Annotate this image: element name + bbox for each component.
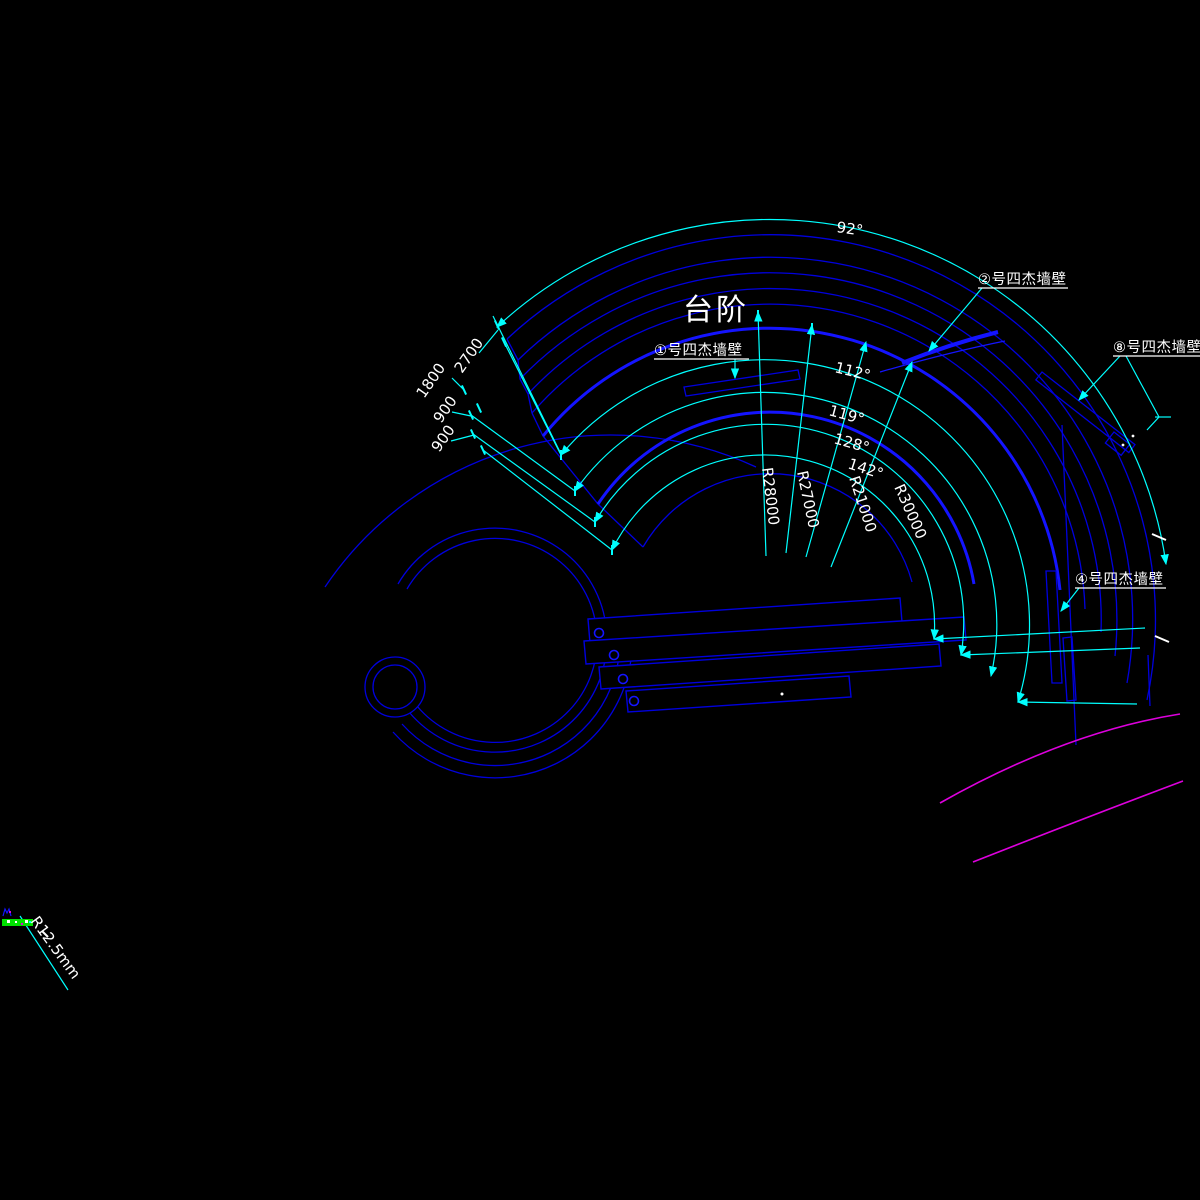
steps-label: 台阶 <box>683 293 749 328</box>
wall-label-4: ④号四杰墙壁 <box>1075 571 1164 588</box>
plaza-small-circle-inner <box>372 664 418 710</box>
dot-1 <box>1121 443 1125 447</box>
road-edge-arcs <box>939 713 1184 863</box>
leader-wall-8 <box>1078 355 1121 401</box>
radius-dim-r27000: R27000 <box>793 469 823 530</box>
radius-dim-r21000: R21000 <box>845 474 880 535</box>
dim-arc-92 <box>496 218 1169 566</box>
stray-dot <box>780 692 784 696</box>
wall-label-8: ⑧号四杰墙壁 <box>1113 339 1200 356</box>
plaza-small-circle-outer <box>364 656 426 718</box>
wall-label-2: ②号四杰墙壁 <box>978 271 1067 288</box>
angle-dim-92: 92° <box>835 218 864 240</box>
wall-1-rectangle <box>683 369 801 397</box>
linear-dim-900a: 900 <box>430 393 461 427</box>
linear-dim-900b: 900 <box>428 422 459 456</box>
angle-dim-119: 119° <box>827 401 867 428</box>
plaza-outer-arc <box>324 434 757 588</box>
wall-label-1: ①号四杰墙壁 <box>654 342 743 359</box>
wall-2-segment <box>901 330 999 365</box>
leader-wall-4 <box>1060 587 1080 612</box>
leader-scale-note <box>19 915 69 991</box>
leader-wall-8b <box>1125 355 1160 431</box>
radial-line-r21000 <box>805 340 868 558</box>
radius-dim-r28000: R28000 <box>758 466 783 526</box>
radius-note: R12.5mm <box>27 913 84 983</box>
dim-chain-line <box>492 315 561 453</box>
radial-line-r28000 <box>754 310 767 557</box>
dimension-lines <box>19 218 1171 991</box>
dim-arc-128 <box>594 423 967 657</box>
angle-dim-112: 112° <box>833 358 872 384</box>
radial-line-r27000 <box>785 323 816 554</box>
dim-arc-119 <box>574 391 998 678</box>
dim-arc-112 <box>560 359 1031 704</box>
bridge-planks <box>583 597 967 713</box>
angle-dim-128: 128° <box>832 430 872 457</box>
dim-arc-142 <box>611 454 939 641</box>
dot-2 <box>1131 434 1135 438</box>
label-underlines <box>654 287 1200 589</box>
wall-2-inner-line <box>879 340 1006 373</box>
radial-line-r30000 <box>830 360 913 568</box>
white-tick-marks <box>41 533 1170 938</box>
leader-wall-2 <box>928 287 983 352</box>
legend-artifacts <box>2 907 33 926</box>
radius-dim-r30000: R30000 <box>890 481 930 541</box>
green-bar <box>2 919 33 926</box>
dimension-ticks <box>460 310 813 555</box>
linear-dim-2700: 2700 <box>451 335 488 377</box>
